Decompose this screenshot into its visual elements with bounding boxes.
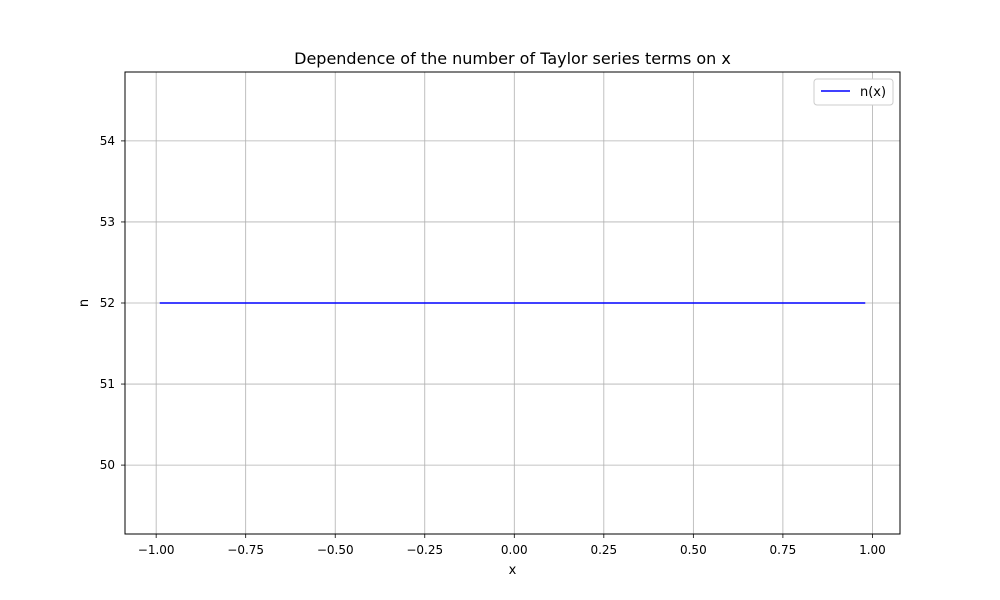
y-tick-label: 50 — [100, 458, 115, 472]
x-tick-label: 0.50 — [680, 543, 707, 557]
x-tick-label: 1.00 — [859, 543, 886, 557]
x-tick-label: 0.75 — [770, 543, 797, 557]
x-tick-label: −0.25 — [406, 543, 443, 557]
legend-box — [813, 78, 894, 106]
x-axis-label: x — [509, 563, 517, 578]
x-tick-label: −1.00 — [138, 543, 175, 557]
legend-label-n-x: n(x) — [860, 85, 886, 100]
legend: n(x) — [813, 78, 894, 106]
y-tick-label: 52 — [100, 296, 115, 310]
y-tick-label: 51 — [100, 377, 115, 391]
y-tick-label: 53 — [100, 215, 115, 229]
x-tick-label: 0.25 — [590, 543, 617, 557]
y-axis-ticks: 50 51 52 53 54 — [100, 134, 125, 472]
x-tick-label: −0.75 — [227, 543, 264, 557]
y-tick-label: 54 — [100, 134, 115, 148]
y-axis-label: n — [77, 299, 92, 307]
x-axis-ticks: −1.00 −0.75 −0.50 −0.25 0.00 0.25 0.50 0.75 1.00 — [138, 534, 886, 557]
x-tick-label: 0.00 — [501, 543, 528, 557]
chart-title: Dependence of the number of Taylor serie… — [294, 49, 731, 68]
x-tick-label: −0.50 — [317, 543, 354, 557]
